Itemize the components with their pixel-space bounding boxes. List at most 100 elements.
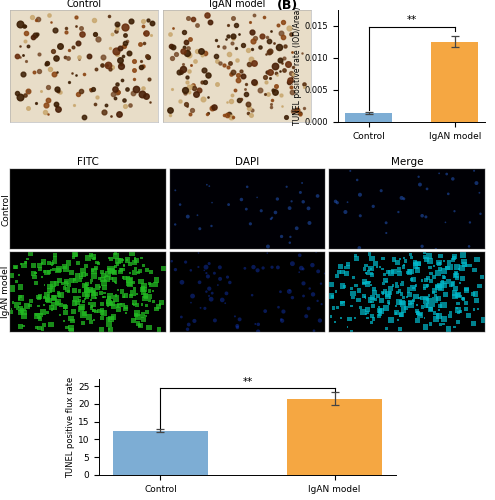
Point bbox=[31, 273, 39, 281]
Point bbox=[410, 284, 418, 292]
Point bbox=[413, 308, 421, 316]
Point bbox=[62, 265, 70, 273]
Point bbox=[70, 250, 78, 258]
Point bbox=[114, 257, 122, 265]
Point bbox=[47, 266, 54, 274]
Point bbox=[413, 264, 421, 272]
Point bbox=[122, 302, 130, 310]
Point bbox=[430, 301, 438, 309]
Point bbox=[401, 258, 409, 266]
Point bbox=[178, 278, 186, 286]
Point bbox=[171, 186, 179, 194]
Point bbox=[87, 318, 95, 326]
Point bbox=[40, 258, 48, 266]
Point bbox=[114, 302, 122, 310]
Point bbox=[81, 282, 89, 290]
Point bbox=[304, 204, 312, 212]
Point bbox=[107, 300, 115, 308]
Point bbox=[435, 258, 443, 266]
Point bbox=[382, 278, 390, 286]
Point bbox=[105, 320, 113, 328]
Point bbox=[441, 282, 448, 290]
Point bbox=[420, 252, 428, 260]
Point bbox=[113, 260, 121, 268]
Point bbox=[302, 312, 310, 320]
Point bbox=[133, 290, 141, 298]
Point bbox=[81, 295, 89, 303]
Point bbox=[289, 294, 297, 302]
Point bbox=[346, 315, 353, 323]
Point bbox=[356, 212, 364, 220]
Point bbox=[225, 200, 233, 208]
Point bbox=[465, 242, 473, 250]
Point bbox=[90, 252, 98, 260]
Point bbox=[109, 312, 117, 320]
Point bbox=[440, 315, 448, 323]
Point bbox=[54, 266, 62, 274]
Point bbox=[43, 291, 51, 299]
Point bbox=[201, 304, 209, 312]
Point bbox=[207, 222, 215, 230]
Point bbox=[416, 310, 424, 318]
Point bbox=[55, 264, 63, 272]
Point bbox=[103, 298, 111, 306]
Point bbox=[187, 266, 195, 274]
Point bbox=[17, 260, 25, 268]
Point bbox=[171, 266, 179, 274]
Point bbox=[123, 256, 131, 264]
Point bbox=[105, 300, 113, 308]
Point bbox=[453, 263, 461, 271]
Point bbox=[88, 302, 96, 310]
Point bbox=[297, 264, 305, 272]
Point bbox=[46, 282, 54, 290]
Point bbox=[43, 268, 51, 276]
Point bbox=[122, 292, 130, 300]
Point bbox=[103, 270, 111, 278]
Bar bbox=[345, 112, 392, 122]
Point bbox=[413, 309, 421, 317]
Bar bbox=[287, 398, 382, 475]
Point bbox=[120, 262, 128, 270]
Point bbox=[127, 275, 135, 283]
Point bbox=[208, 198, 216, 206]
Point bbox=[68, 327, 76, 335]
Point bbox=[111, 249, 119, 257]
Point bbox=[71, 286, 79, 294]
Point bbox=[119, 274, 127, 281]
Point bbox=[20, 322, 28, 330]
Point bbox=[418, 276, 426, 284]
Point bbox=[427, 277, 435, 285]
Point bbox=[450, 289, 458, 297]
Point bbox=[73, 252, 81, 260]
Point bbox=[410, 296, 418, 304]
Point bbox=[89, 306, 97, 314]
Point bbox=[120, 266, 128, 274]
Point bbox=[119, 256, 127, 264]
Point bbox=[339, 282, 346, 290]
Point bbox=[110, 268, 118, 276]
Point bbox=[446, 263, 454, 271]
Point bbox=[96, 283, 104, 291]
Point bbox=[355, 286, 363, 294]
Point bbox=[440, 300, 447, 308]
Point bbox=[390, 268, 398, 276]
Point bbox=[450, 324, 458, 332]
Point bbox=[422, 294, 430, 302]
Point bbox=[305, 219, 313, 227]
Point bbox=[415, 294, 423, 302]
Point bbox=[102, 275, 110, 283]
Point bbox=[450, 254, 458, 262]
Point bbox=[376, 263, 384, 271]
Point bbox=[112, 294, 120, 302]
Point bbox=[36, 324, 44, 332]
Point bbox=[90, 306, 98, 314]
Point bbox=[171, 220, 179, 228]
Point bbox=[140, 315, 148, 323]
Point bbox=[338, 268, 346, 276]
Point bbox=[63, 286, 71, 294]
Point bbox=[462, 305, 470, 313]
Point bbox=[60, 318, 68, 326]
Point bbox=[273, 195, 281, 203]
Point bbox=[142, 312, 150, 320]
Point bbox=[146, 324, 153, 332]
